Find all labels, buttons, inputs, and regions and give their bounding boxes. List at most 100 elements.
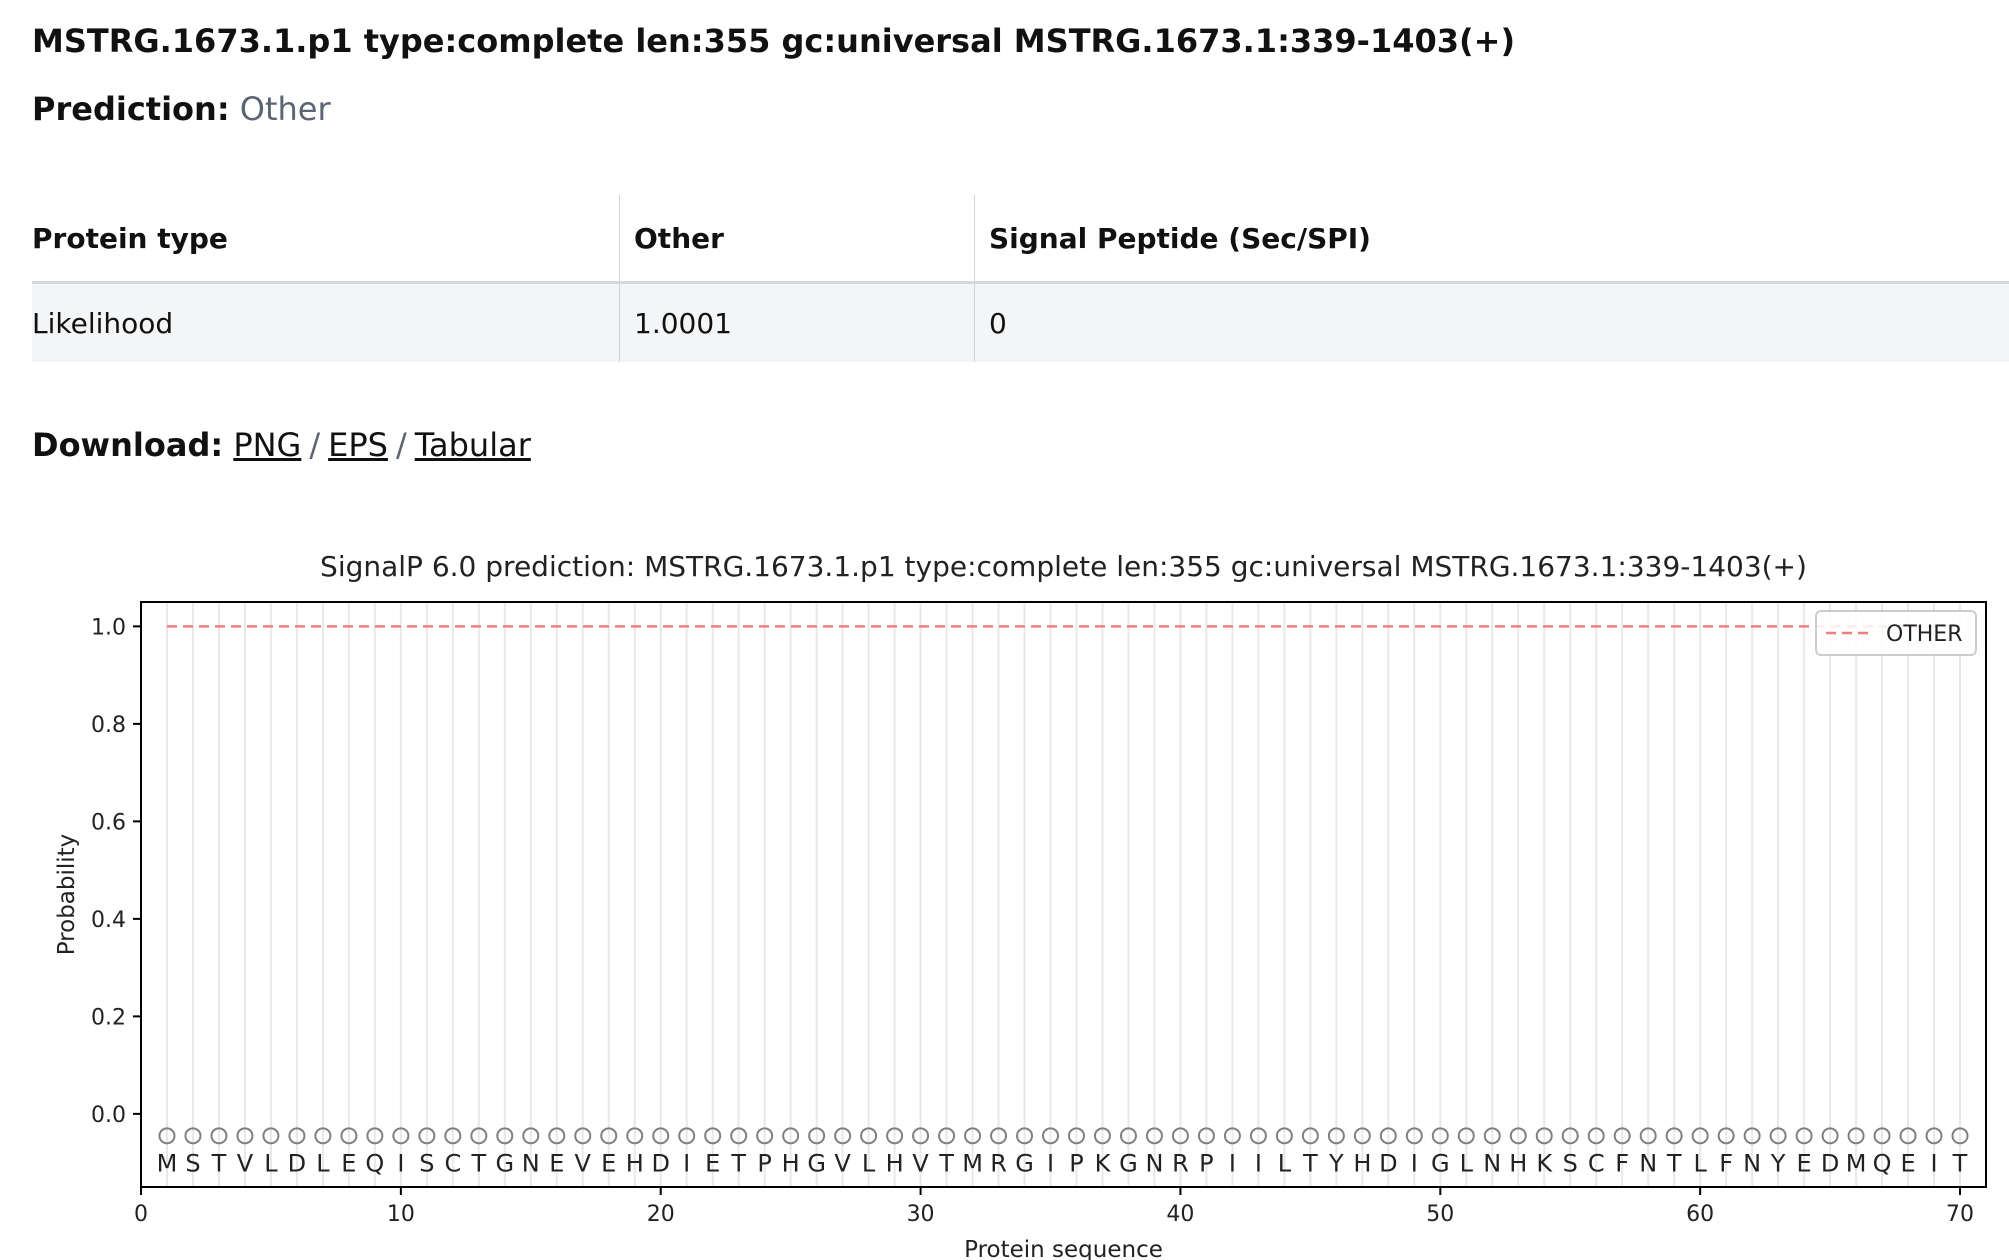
residue-marker <box>1171 1127 1189 1145</box>
residue-marker <box>1327 1127 1345 1145</box>
residue-marker <box>1587 1127 1605 1145</box>
residue-marker <box>392 1127 410 1145</box>
download-line: Download: PNG / EPS / Tabular <box>32 426 531 464</box>
residue-label: D <box>651 1150 669 1178</box>
residue-marker <box>1951 1127 1969 1145</box>
residue-marker <box>1535 1127 1553 1145</box>
residue-label: T <box>211 1150 227 1178</box>
residue-marker <box>1223 1127 1241 1145</box>
residue-label: V <box>237 1150 254 1178</box>
residue-label: F <box>1615 1150 1629 1178</box>
residue-marker <box>1509 1127 1527 1145</box>
residue-marker <box>288 1127 306 1145</box>
residue-label: D <box>288 1150 306 1178</box>
header-protein-type: Protein type <box>32 195 620 284</box>
x-tick-label: 0 <box>134 1202 148 1227</box>
residue-marker <box>1119 1127 1137 1145</box>
residue-marker <box>496 1127 514 1145</box>
residue-label: G <box>807 1150 826 1178</box>
residue-label: T <box>1666 1150 1682 1178</box>
residue-label: Y <box>1770 1150 1786 1178</box>
residue-marker <box>1457 1127 1475 1145</box>
residue-label: T <box>470 1150 486 1178</box>
residue-marker <box>938 1127 956 1145</box>
residue-label: E <box>341 1150 356 1178</box>
residue-marker <box>522 1127 540 1145</box>
residue-marker <box>236 1127 254 1145</box>
download-eps-link[interactable]: EPS <box>328 426 388 464</box>
residue-marker <box>1769 1127 1787 1145</box>
header-other: Other <box>619 195 975 284</box>
residue-marker <box>730 1127 748 1145</box>
residue-marker <box>652 1127 670 1145</box>
residue-marker <box>1301 1127 1319 1145</box>
prediction-value: Other <box>239 90 331 128</box>
residue-marker <box>340 1127 358 1145</box>
residue-marker <box>964 1127 982 1145</box>
residue-label: T <box>1952 1150 1968 1178</box>
residue-marker <box>444 1127 462 1145</box>
residue-marker <box>704 1127 722 1145</box>
residue-label: V <box>834 1150 851 1178</box>
residue-label: H <box>1509 1150 1527 1178</box>
residue-marker <box>782 1127 800 1145</box>
residue-label: I <box>683 1150 690 1178</box>
residue-label: K <box>1536 1150 1553 1178</box>
residue-label: K <box>1095 1150 1112 1178</box>
residue-marker <box>1899 1127 1917 1145</box>
table-header-row: Protein type Other Signal Peptide (Sec/S… <box>32 195 2009 284</box>
legend-label-other: OTHER <box>1886 622 1962 647</box>
residue-marker <box>210 1127 228 1145</box>
residue-marker <box>1821 1127 1839 1145</box>
residue-marker <box>418 1127 436 1145</box>
download-png-link[interactable]: PNG <box>233 426 302 464</box>
x-tick-label: 50 <box>1426 1202 1454 1227</box>
x-tick-label: 30 <box>907 1202 935 1227</box>
residue-marker <box>1613 1127 1631 1145</box>
x-tick-label: 60 <box>1686 1202 1714 1227</box>
residue-marker <box>1717 1127 1735 1145</box>
residue-label: E <box>1797 1150 1812 1178</box>
residue-marker <box>184 1127 202 1145</box>
likelihood-table: Protein type Other Signal Peptide (Sec/S… <box>32 195 2009 362</box>
page-title: MSTRG.1673.1.p1 type:complete len:355 gc… <box>32 22 1516 60</box>
residue-label: R <box>990 1150 1007 1178</box>
residue-label: L <box>1278 1150 1292 1178</box>
residue-label: L <box>264 1150 278 1178</box>
x-tick-label: 10 <box>387 1202 415 1227</box>
y-tick-label: 0.4 <box>91 908 126 933</box>
residue-label: M <box>1846 1150 1867 1178</box>
residue-marker <box>1795 1127 1813 1145</box>
residue-marker <box>886 1127 904 1145</box>
table-row: Likelihood 1.0001 0 <box>32 282 2009 362</box>
residue-marker <box>1483 1127 1501 1145</box>
download-tabular-link[interactable]: Tabular <box>414 426 531 464</box>
x-tick-label: 20 <box>647 1202 675 1227</box>
residue-marker <box>1067 1127 1085 1145</box>
residue-label: I <box>1255 1150 1262 1178</box>
residue-marker <box>574 1127 592 1145</box>
residue-label: N <box>1743 1150 1761 1178</box>
residue-label: P <box>1069 1150 1083 1178</box>
residue-label: G <box>495 1150 514 1178</box>
y-tick-label: 0.8 <box>91 713 126 738</box>
residue-label: S <box>419 1150 434 1178</box>
residue-marker <box>1431 1127 1449 1145</box>
residue-marker <box>756 1127 774 1145</box>
residue-marker <box>1743 1127 1761 1145</box>
residue-label: M <box>962 1150 983 1178</box>
residue-marker <box>990 1127 1008 1145</box>
residue-marker <box>314 1127 332 1145</box>
prediction-label: Prediction: <box>32 90 230 128</box>
residue-label: M <box>157 1150 178 1178</box>
residue-label: E <box>601 1150 616 1178</box>
residue-marker <box>1405 1127 1423 1145</box>
residue-label: N <box>1145 1150 1163 1178</box>
residue-marker <box>470 1127 488 1145</box>
residue-label: P <box>757 1150 771 1178</box>
residue-marker <box>626 1127 644 1145</box>
residue-label: P <box>1199 1150 1213 1178</box>
residue-label: D <box>1379 1150 1397 1178</box>
residue-label: G <box>1015 1150 1034 1178</box>
